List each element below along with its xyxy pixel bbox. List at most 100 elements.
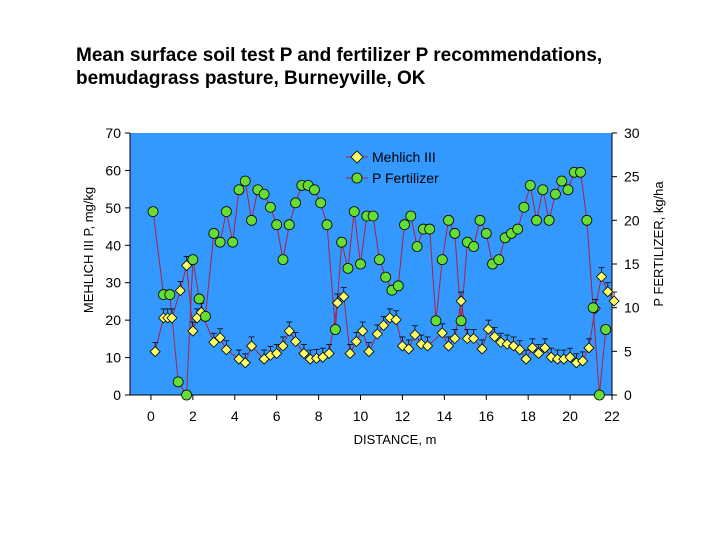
mehlich-point bbox=[220, 344, 232, 356]
mehlich-point bbox=[577, 355, 589, 367]
mehlich-point bbox=[533, 347, 545, 360]
axes: 0 10 20 30 40 50 60 70 0 5 10 15 20 25 30 0 2 4 6 8 10 12 14 16… bbox=[105, 125, 639, 424]
y-left-tick-label: 20 bbox=[105, 312, 121, 328]
mehlich-point bbox=[476, 343, 488, 355]
fertilizer-point bbox=[309, 184, 320, 196]
fertilizer-point bbox=[518, 201, 530, 213]
y-left-tick-label: 30 bbox=[105, 275, 121, 291]
fertilizer-point bbox=[430, 315, 442, 327]
mehlich-point bbox=[338, 290, 350, 303]
x-tick-label: 14 bbox=[437, 408, 453, 424]
mehlich-point bbox=[564, 351, 576, 363]
fertilizer-point bbox=[233, 184, 245, 196]
mehlich-point bbox=[245, 340, 258, 352]
fertilizer-point bbox=[411, 241, 423, 252]
fertilizer-point bbox=[537, 184, 549, 196]
y-right-tick-label: 5 bbox=[624, 343, 632, 359]
fertilizer-point bbox=[550, 188, 561, 200]
mehlich-point bbox=[289, 335, 302, 348]
fertilizer-point bbox=[271, 219, 283, 231]
y-left-tick-label: 0 bbox=[113, 387, 121, 403]
fertilizer-point bbox=[392, 280, 404, 292]
legend-fertilizer-marker bbox=[351, 172, 363, 184]
fertilizer-point bbox=[367, 210, 379, 222]
x-tick-label: 4 bbox=[231, 408, 239, 424]
fertilizer-point bbox=[181, 389, 192, 401]
fertilizer-point bbox=[348, 206, 360, 218]
legend-fertilizer-label: P Fertilizer bbox=[372, 170, 439, 186]
x-tick-label: 2 bbox=[189, 408, 197, 424]
mehlich-point bbox=[455, 295, 467, 307]
mehlich-point bbox=[403, 343, 415, 355]
legend-mehlich-marker bbox=[350, 150, 364, 164]
x-tick-label: 12 bbox=[395, 408, 411, 424]
fertilizer-point bbox=[315, 197, 327, 209]
mehlich-point bbox=[583, 342, 595, 354]
fertilizer-point bbox=[436, 254, 448, 266]
mehlich-point bbox=[344, 347, 356, 360]
mehlich-point bbox=[409, 329, 421, 341]
fertilizer-point bbox=[239, 175, 251, 187]
x-tick-label: 0 bbox=[147, 408, 155, 424]
fertilizer-point bbox=[329, 324, 341, 335]
legend: Mehlich III P Fertilizer bbox=[346, 149, 439, 186]
mehlich-point bbox=[350, 335, 362, 348]
fertilizer-point bbox=[321, 219, 333, 231]
mehlich-point bbox=[208, 336, 220, 348]
mehlich-point bbox=[468, 332, 480, 345]
mehlich-point bbox=[514, 344, 526, 356]
fertilizer-point bbox=[594, 389, 605, 401]
fertilizer-point bbox=[373, 254, 385, 266]
fertilizer-point bbox=[493, 254, 505, 266]
fertilizer-point bbox=[449, 228, 461, 239]
mehlich-point bbox=[526, 342, 538, 354]
x-tick-label: 8 bbox=[315, 408, 323, 424]
fertilizer-point bbox=[277, 254, 289, 266]
mehlich-point bbox=[489, 331, 501, 343]
y-left-tick-label: 50 bbox=[105, 200, 121, 216]
fertilizer-point bbox=[455, 315, 467, 327]
legend-mehlich-label: Mehlich III bbox=[372, 149, 436, 165]
fertilizer-point bbox=[193, 293, 205, 305]
mehlich-point bbox=[501, 338, 513, 350]
fertilizer-point bbox=[187, 254, 199, 266]
fertilizer-point bbox=[562, 184, 574, 196]
mehlich-point bbox=[390, 314, 402, 326]
fertilizer-point bbox=[405, 210, 417, 222]
x-tick-label: 20 bbox=[562, 408, 578, 424]
fertilizer-point bbox=[380, 271, 392, 283]
mehlich-point bbox=[449, 332, 461, 345]
x-tick-label: 6 bbox=[273, 408, 281, 424]
mehlich-point bbox=[323, 347, 335, 360]
fertilizer-point bbox=[208, 228, 220, 239]
y-right-tick-label: 25 bbox=[624, 169, 640, 185]
mehlich-point bbox=[539, 342, 551, 354]
mehlich-point bbox=[602, 286, 614, 298]
fertilizer-point bbox=[172, 376, 184, 388]
y-axis-left-title: MEHLICH III P, mg/kg bbox=[81, 187, 96, 313]
mehlich-point bbox=[595, 271, 608, 283]
mehlich-point bbox=[422, 340, 434, 352]
mehlich-point bbox=[187, 325, 199, 337]
fertilizer-point bbox=[336, 236, 348, 248]
x-tick-label: 18 bbox=[520, 408, 536, 424]
fertilizer-point bbox=[227, 236, 239, 248]
fertilizer-point bbox=[200, 310, 211, 322]
fertilizer-point bbox=[587, 302, 599, 314]
fertilizer-point bbox=[512, 223, 524, 235]
fertilizer-point bbox=[246, 214, 257, 226]
mehlich-point bbox=[436, 327, 448, 339]
fertilizer-point bbox=[265, 201, 276, 213]
fertilizer-point bbox=[283, 219, 295, 231]
fertilizer-point bbox=[355, 258, 366, 270]
x-tick-label: 22 bbox=[604, 408, 620, 424]
y-axis-right-title: P FERTILIZER, kg/ha bbox=[651, 181, 666, 307]
x-tick-label: 10 bbox=[353, 408, 369, 424]
mehlich-point bbox=[378, 319, 390, 331]
fertilizer-point bbox=[531, 214, 542, 226]
fertilizer-point bbox=[480, 228, 492, 239]
fertilizer-point bbox=[220, 206, 232, 218]
mehlich-point bbox=[149, 346, 161, 358]
fertilizer-point bbox=[600, 324, 612, 335]
